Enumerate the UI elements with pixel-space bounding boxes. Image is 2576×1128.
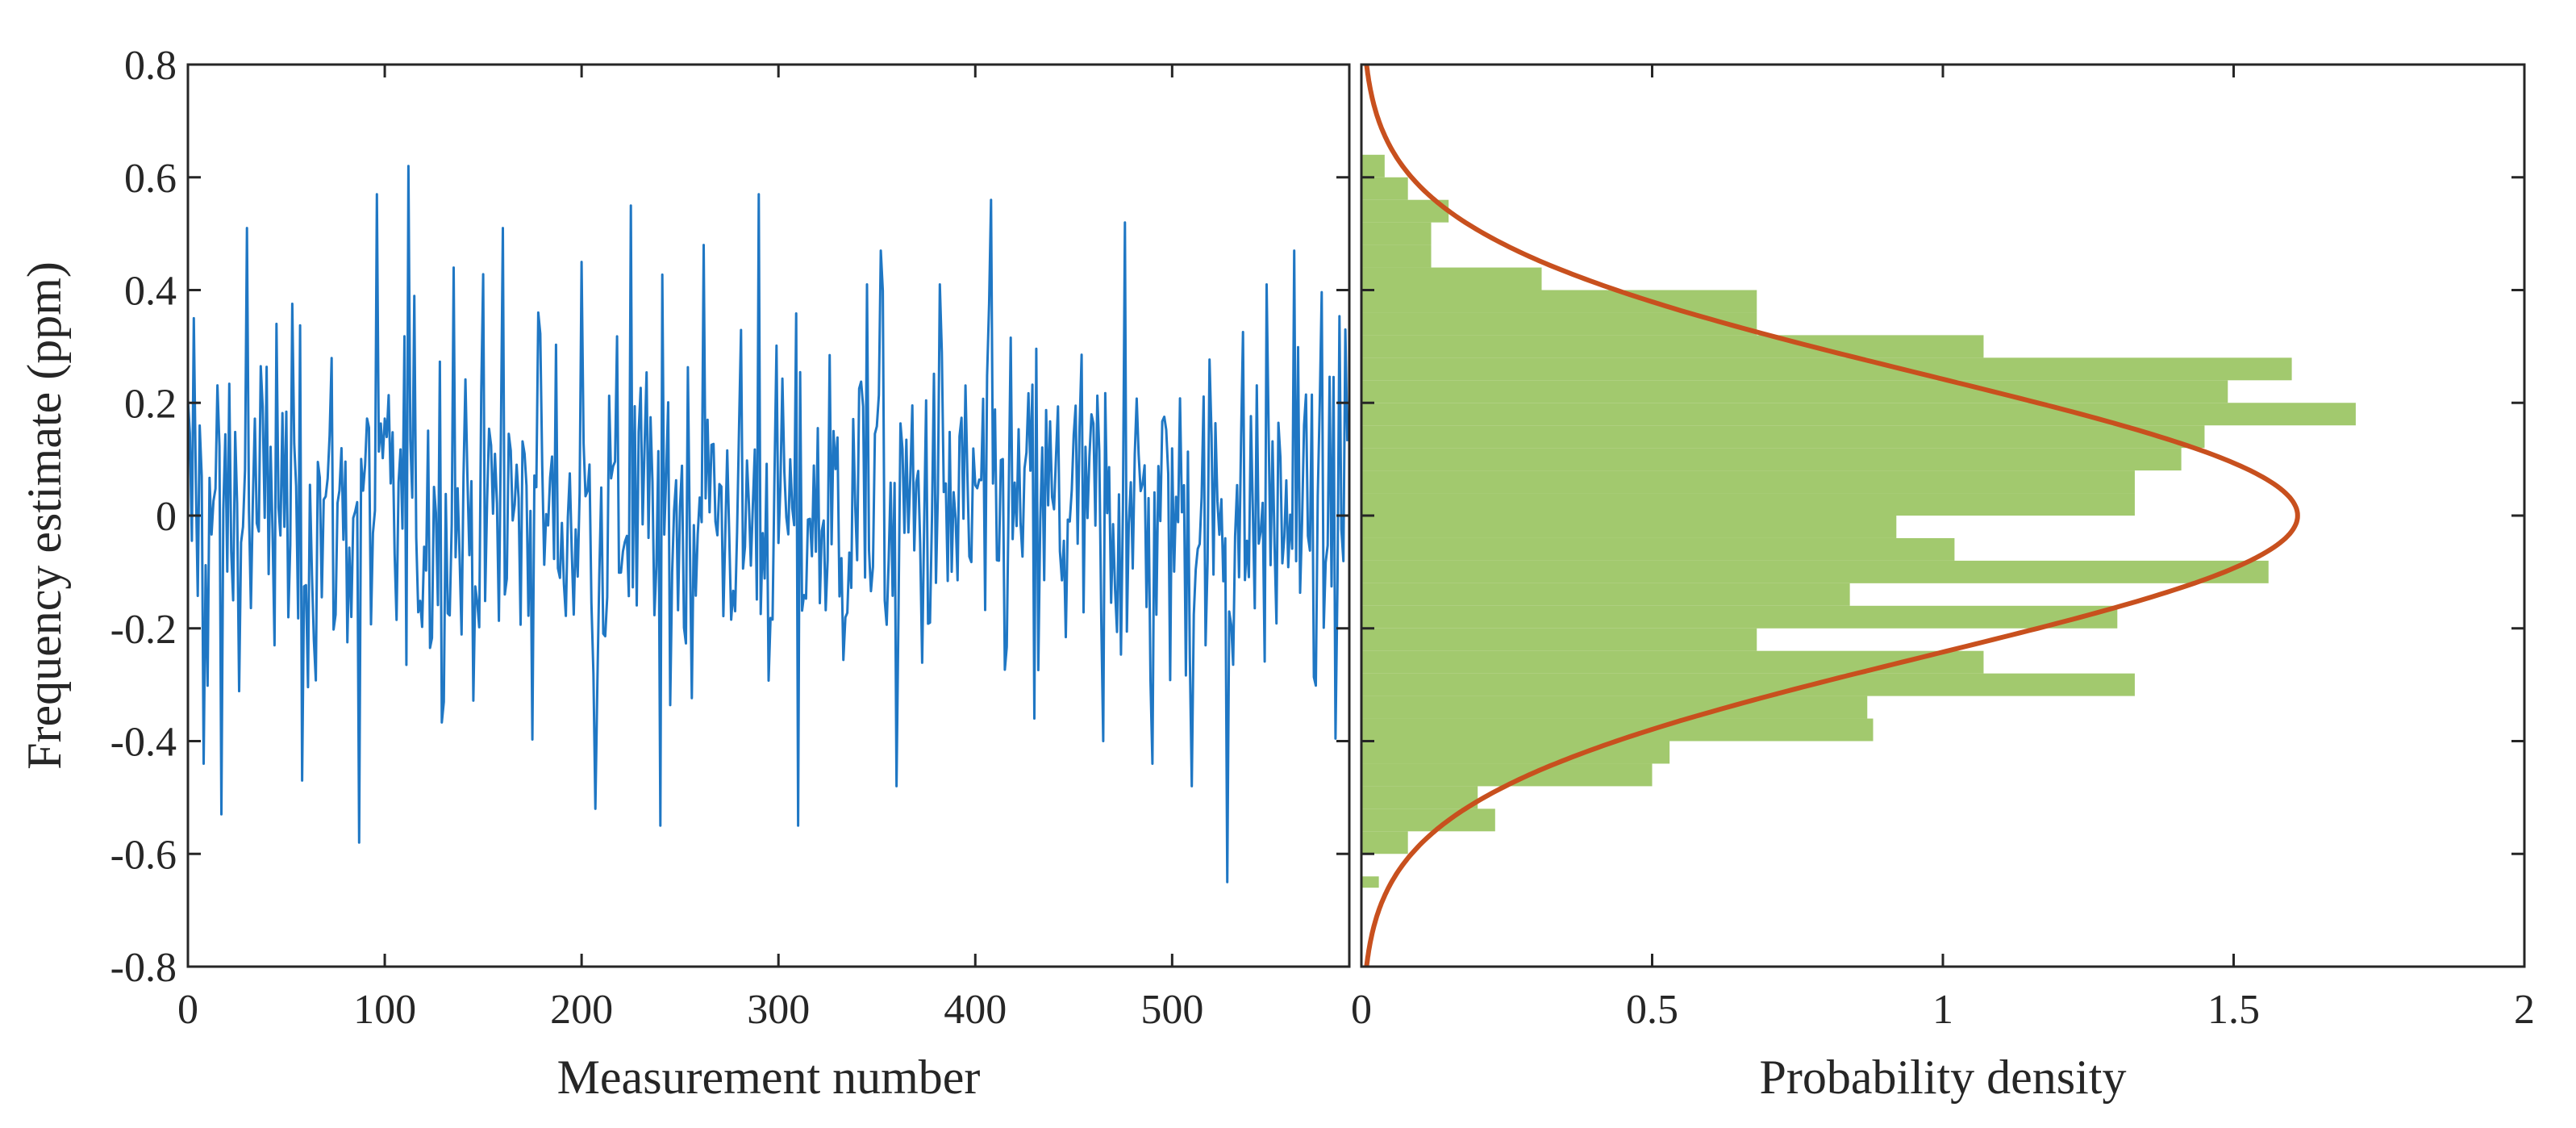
right-x-tick-label: 0 — [1351, 987, 1372, 1033]
histogram-bar — [1361, 357, 2292, 381]
histogram-bar — [1361, 537, 1955, 561]
left-y-axis-label: Frequency estimate (ppm) — [18, 261, 71, 770]
right-panel: 0 0.5 1 1.5 2 Probability density — [1351, 63, 2535, 1104]
left-y-tick-label: 0 — [156, 494, 177, 540]
histogram-bar — [1361, 290, 1757, 313]
left-x-axis-label: Measurement number — [557, 1051, 981, 1104]
histogram-bar — [1361, 560, 2269, 583]
histogram-bar — [1361, 673, 2135, 696]
left-y-tick-label: -0.2 — [110, 607, 177, 653]
histogram-bar — [1361, 741, 1670, 764]
left-y-tick-label: -0.6 — [110, 832, 177, 878]
left-y-tick-label: -0.8 — [110, 945, 177, 991]
right-x-ticks: 0 0.5 1 1.5 2 — [1351, 65, 2535, 1033]
histogram-bar — [1361, 177, 1408, 200]
histogram-bar — [1361, 403, 2356, 426]
right-x-tick-label: 1.5 — [2207, 987, 2260, 1033]
histogram-bar — [1361, 831, 1408, 854]
histogram-bar — [1361, 583, 1850, 606]
right-x-tick-label: 0.5 — [1626, 987, 1678, 1033]
histogram-bar — [1361, 448, 2182, 471]
histogram-bar — [1361, 650, 1984, 674]
left-y-tick-label: 0.8 — [124, 43, 177, 89]
left-panel: 0.8 0.6 0.4 0.2 0 -0.2 -0.4 -0.6 -0.8 0 100 200 300… — [18, 43, 1351, 1104]
histogram-bar — [1361, 244, 1432, 268]
left-x-ticks: 0 100 200 300 400 500 — [177, 65, 1203, 1033]
left-y-tick-label: -0.4 — [110, 720, 177, 766]
left-x-tick-label: 200 — [550, 987, 613, 1033]
left-x-tick-label: 0 — [177, 987, 198, 1033]
histogram-bar — [1361, 786, 1478, 809]
left-y-tick-label: 0.4 — [124, 269, 177, 315]
left-x-tick-label: 100 — [353, 987, 416, 1033]
trace-line — [186, 165, 1349, 884]
right-x-tick-label: 2 — [2514, 987, 2535, 1033]
histogram-bar — [1361, 493, 2135, 516]
histogram-bar — [1361, 605, 2118, 629]
normal-fit-curve — [1364, 64, 2300, 967]
left-x-tick-label: 400 — [944, 987, 1007, 1033]
histogram-bar — [1361, 199, 1449, 223]
histogram-bar — [1361, 222, 1432, 245]
left-y-tick-label: 0.6 — [124, 156, 177, 202]
histogram-bars — [1361, 154, 2356, 888]
left-x-tick-label: 300 — [747, 987, 810, 1033]
left-x-tick-label: 500 — [1140, 987, 1203, 1033]
histogram-bar — [1361, 763, 1653, 787]
histogram-bar — [1361, 808, 1495, 832]
histogram-bar — [1361, 380, 2228, 403]
histogram-bar — [1361, 335, 1984, 358]
right-x-axis-label: Probability density — [1760, 1051, 2127, 1104]
histogram-bar — [1361, 470, 2135, 494]
histogram-bar — [1361, 628, 1757, 651]
histogram-bar — [1361, 267, 1542, 290]
left-y-tick-label: 0.2 — [124, 381, 177, 427]
histogram-bar — [1361, 718, 1874, 742]
histogram-bar — [1361, 312, 1757, 336]
histogram-bar — [1361, 154, 1385, 178]
right-x-tick-label: 1 — [1932, 987, 1953, 1033]
histogram-bar — [1361, 425, 2205, 449]
right-y-ticks — [1361, 63, 2524, 968]
measurement-trace — [186, 165, 1349, 884]
left-y-ticks: 0.8 0.6 0.4 0.2 0 -0.2 -0.4 -0.6 -0.8 — [110, 43, 1349, 991]
histogram-bar — [1361, 876, 1379, 888]
histogram-bar — [1361, 516, 1897, 538]
histogram-bar — [1361, 696, 1868, 719]
